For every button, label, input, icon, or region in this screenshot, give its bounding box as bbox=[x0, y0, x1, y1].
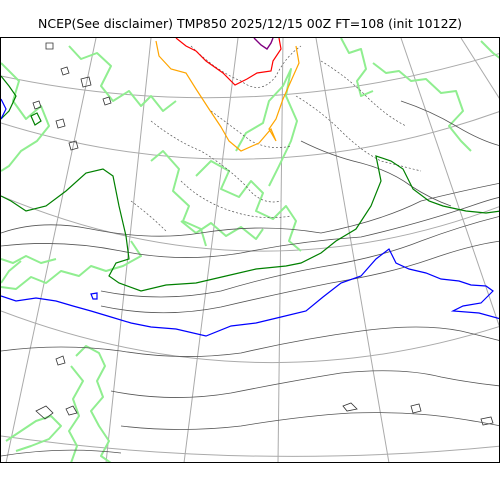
island bbox=[60, 66, 70, 76]
coastline bbox=[180, 220, 264, 240]
isotherms-dotted bbox=[130, 45, 422, 232]
isotherm-green bbox=[1, 155, 499, 292]
isotherm-blue bbox=[1, 248, 499, 337]
isotherm-green bbox=[1, 75, 17, 120]
isotherm-blue bbox=[90, 292, 98, 300]
island bbox=[102, 96, 112, 106]
longitude-line bbox=[400, 38, 499, 327]
longitude-line bbox=[105, 38, 152, 462]
isotherm bbox=[300, 140, 452, 207]
isotherm bbox=[1, 326, 499, 357]
latitude-line bbox=[1, 111, 499, 160]
coastline bbox=[5, 415, 62, 452]
coastline bbox=[340, 38, 374, 97]
isotherm bbox=[110, 370, 499, 398]
island bbox=[342, 402, 358, 412]
longitude-line bbox=[5, 38, 97, 462]
island bbox=[55, 118, 66, 129]
coastlines bbox=[1, 38, 499, 462]
longitude-line bbox=[315, 38, 390, 462]
island bbox=[410, 403, 422, 414]
island bbox=[45, 42, 54, 50]
isotherm-blue bbox=[1, 98, 7, 120]
latitude-line bbox=[1, 310, 499, 363]
coastline bbox=[1, 260, 22, 284]
weather-map bbox=[1, 38, 499, 462]
isotherm-green bbox=[30, 112, 42, 126]
coastline bbox=[68, 365, 84, 462]
coastline bbox=[68, 45, 177, 112]
isotherm bbox=[1, 197, 499, 258]
isotherms-thin bbox=[1, 100, 499, 457]
coastline bbox=[1, 240, 142, 290]
isotherm bbox=[190, 45, 302, 88]
longitude-line bbox=[183, 38, 239, 462]
latitude-line bbox=[1, 195, 499, 252]
latitude-line bbox=[1, 435, 499, 457]
isotherm bbox=[100, 216, 499, 298]
isotherm bbox=[120, 412, 499, 430]
isotherm-purple bbox=[253, 38, 274, 50]
map-frame bbox=[0, 37, 500, 463]
coastline bbox=[235, 68, 298, 187]
isotherm-orange bbox=[155, 40, 300, 152]
coastline bbox=[75, 345, 112, 462]
island bbox=[55, 355, 66, 366]
map-title: NCEP(See disclaimer) TMP850 2025/12/15 0… bbox=[38, 16, 462, 31]
isotherm bbox=[400, 100, 499, 146]
isotherm bbox=[100, 240, 499, 314]
island bbox=[65, 405, 78, 416]
islands bbox=[32, 42, 494, 426]
coastline bbox=[480, 40, 499, 59]
island bbox=[68, 140, 79, 151]
latitude-line bbox=[1, 53, 499, 99]
isotherm bbox=[320, 60, 407, 127]
isotherm bbox=[295, 95, 422, 172]
longitude-line bbox=[460, 38, 499, 99]
isotherm bbox=[130, 200, 167, 232]
coastline bbox=[372, 62, 472, 152]
island bbox=[35, 405, 54, 420]
isotherm-red bbox=[175, 38, 282, 86]
isotherm bbox=[180, 180, 292, 218]
isotherm bbox=[1, 449, 122, 457]
coastline bbox=[1, 62, 50, 172]
longitude-line bbox=[277, 38, 284, 462]
coastline bbox=[195, 160, 302, 252]
coastline bbox=[150, 150, 207, 247]
coastline bbox=[1, 255, 57, 264]
island bbox=[80, 76, 92, 88]
isotherm bbox=[1, 182, 499, 237]
longitude-lines bbox=[5, 38, 499, 462]
island bbox=[480, 416, 494, 426]
isotherm bbox=[210, 110, 292, 148]
isotherm bbox=[150, 120, 282, 203]
island bbox=[32, 100, 42, 110]
